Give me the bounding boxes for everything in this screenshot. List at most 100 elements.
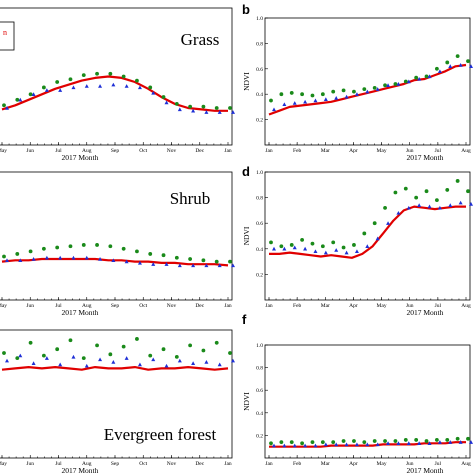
- blue-triangle-point: [111, 82, 116, 87]
- green-point: [148, 85, 153, 90]
- x-tick-label: Aug: [82, 148, 92, 154]
- green-point: [455, 436, 460, 441]
- green-point: [174, 255, 179, 260]
- x-tick-label: Jan: [265, 461, 273, 467]
- blue-triangle-point: [124, 356, 129, 360]
- blue-triangle-point: [231, 358, 235, 363]
- blue-triangle-point: [313, 98, 318, 103]
- green-point: [28, 340, 33, 345]
- x-tick-label: May: [377, 148, 387, 154]
- blue-triangle-point: [386, 221, 391, 225]
- green-point: [269, 441, 273, 446]
- blue-triangle-point: [191, 263, 196, 268]
- green-point: [310, 241, 315, 246]
- y-axis-label: NDVI: [242, 392, 251, 411]
- green-point: [214, 259, 219, 264]
- blue-triangle-point: [458, 62, 463, 67]
- green-point: [445, 438, 450, 442]
- blue-triangle-point: [164, 363, 169, 368]
- y-tick-label: 0.6: [256, 221, 263, 227]
- blue-triangle-point: [323, 97, 328, 101]
- x-axis-label: 2017 Month: [61, 308, 98, 317]
- y-tick-label: 0.8: [256, 366, 263, 372]
- blue-triangle-point: [437, 69, 442, 74]
- x-tick-label: Aug: [461, 303, 471, 309]
- blue-triangle-point: [84, 84, 89, 88]
- y-tick-label: 0.6: [256, 388, 263, 394]
- blue-triangle-point: [448, 64, 453, 68]
- blue-triangle-point: [427, 204, 432, 209]
- legend-box: [0, 21, 15, 51]
- blue-triangle-point: [231, 110, 235, 114]
- y-tick-label: 1.0: [256, 16, 263, 22]
- green-point: [414, 75, 419, 80]
- blue-triangle-point: [272, 246, 276, 251]
- green-point: [289, 243, 294, 247]
- green-point: [341, 245, 346, 250]
- blue-triangle-point: [313, 443, 318, 448]
- x-axis-label: 2017 Month: [61, 466, 98, 474]
- y-tick-label: 0.4: [256, 247, 263, 253]
- panel-title: Grass: [181, 30, 220, 49]
- series-line: [1, 75, 228, 112]
- blue-triangle-point: [111, 360, 116, 364]
- x-tick-label: Jan: [224, 461, 232, 467]
- blue-triangle-point: [427, 74, 432, 79]
- blue-triangle-point: [396, 210, 401, 215]
- blue-triangle-point: [137, 85, 142, 90]
- y-tick-label: 0.2: [256, 118, 263, 124]
- green-point: [174, 354, 179, 359]
- blue-triangle-point: [44, 356, 49, 360]
- green-point: [135, 337, 139, 341]
- blue-triangle-point: [84, 255, 89, 260]
- blue-triangle-point: [469, 64, 473, 68]
- green-point: [55, 245, 60, 250]
- green-point: [2, 254, 6, 259]
- blue-triangle-point: [204, 360, 209, 364]
- green-point: [455, 54, 460, 58]
- x-axis-label: 2017 Month: [61, 153, 98, 162]
- green-point: [455, 179, 460, 183]
- blue-triangle-point: [71, 255, 76, 260]
- x-tick-label: Sep: [111, 148, 120, 154]
- green-point: [55, 80, 60, 84]
- green-point: [341, 439, 346, 443]
- blue-triangle-point: [406, 441, 411, 446]
- green-point: [320, 244, 325, 249]
- x-tick-label: Oct: [139, 148, 147, 154]
- x-tick-label: Mar: [321, 148, 330, 154]
- green-point: [362, 440, 367, 445]
- green-point: [362, 231, 367, 236]
- green-point: [95, 243, 99, 247]
- x-tick-label: Jul: [55, 461, 62, 467]
- green-point: [383, 439, 387, 443]
- green-point: [310, 93, 315, 98]
- green-point: [352, 439, 356, 443]
- green-point: [68, 244, 73, 249]
- x-tick-label: May: [0, 148, 7, 154]
- green-point: [201, 258, 206, 263]
- green-point: [41, 246, 46, 251]
- blue-triangle-point: [204, 110, 209, 114]
- x-axis-label: 2017 Month: [406, 466, 443, 474]
- blue-triangle-point: [354, 92, 359, 96]
- green-point: [95, 343, 99, 348]
- x-tick-label: Jul: [435, 461, 442, 467]
- blue-triangle-point: [365, 442, 370, 447]
- blue-triangle-point: [427, 441, 432, 446]
- green-point: [362, 87, 367, 92]
- blue-triangle-point: [84, 363, 89, 368]
- green-point: [466, 59, 470, 64]
- green-point: [15, 252, 20, 256]
- blue-triangle-point: [375, 236, 380, 241]
- blue-triangle-point: [365, 244, 370, 248]
- green-point: [393, 439, 398, 443]
- green-point: [372, 221, 377, 226]
- green-point: [121, 74, 126, 79]
- x-tick-label: Sep: [111, 461, 120, 467]
- blue-triangle-point: [124, 84, 129, 88]
- blue-triangle-point: [386, 441, 391, 446]
- blue-triangle-point: [177, 263, 182, 268]
- green-point: [2, 351, 6, 355]
- green-point: [393, 190, 398, 195]
